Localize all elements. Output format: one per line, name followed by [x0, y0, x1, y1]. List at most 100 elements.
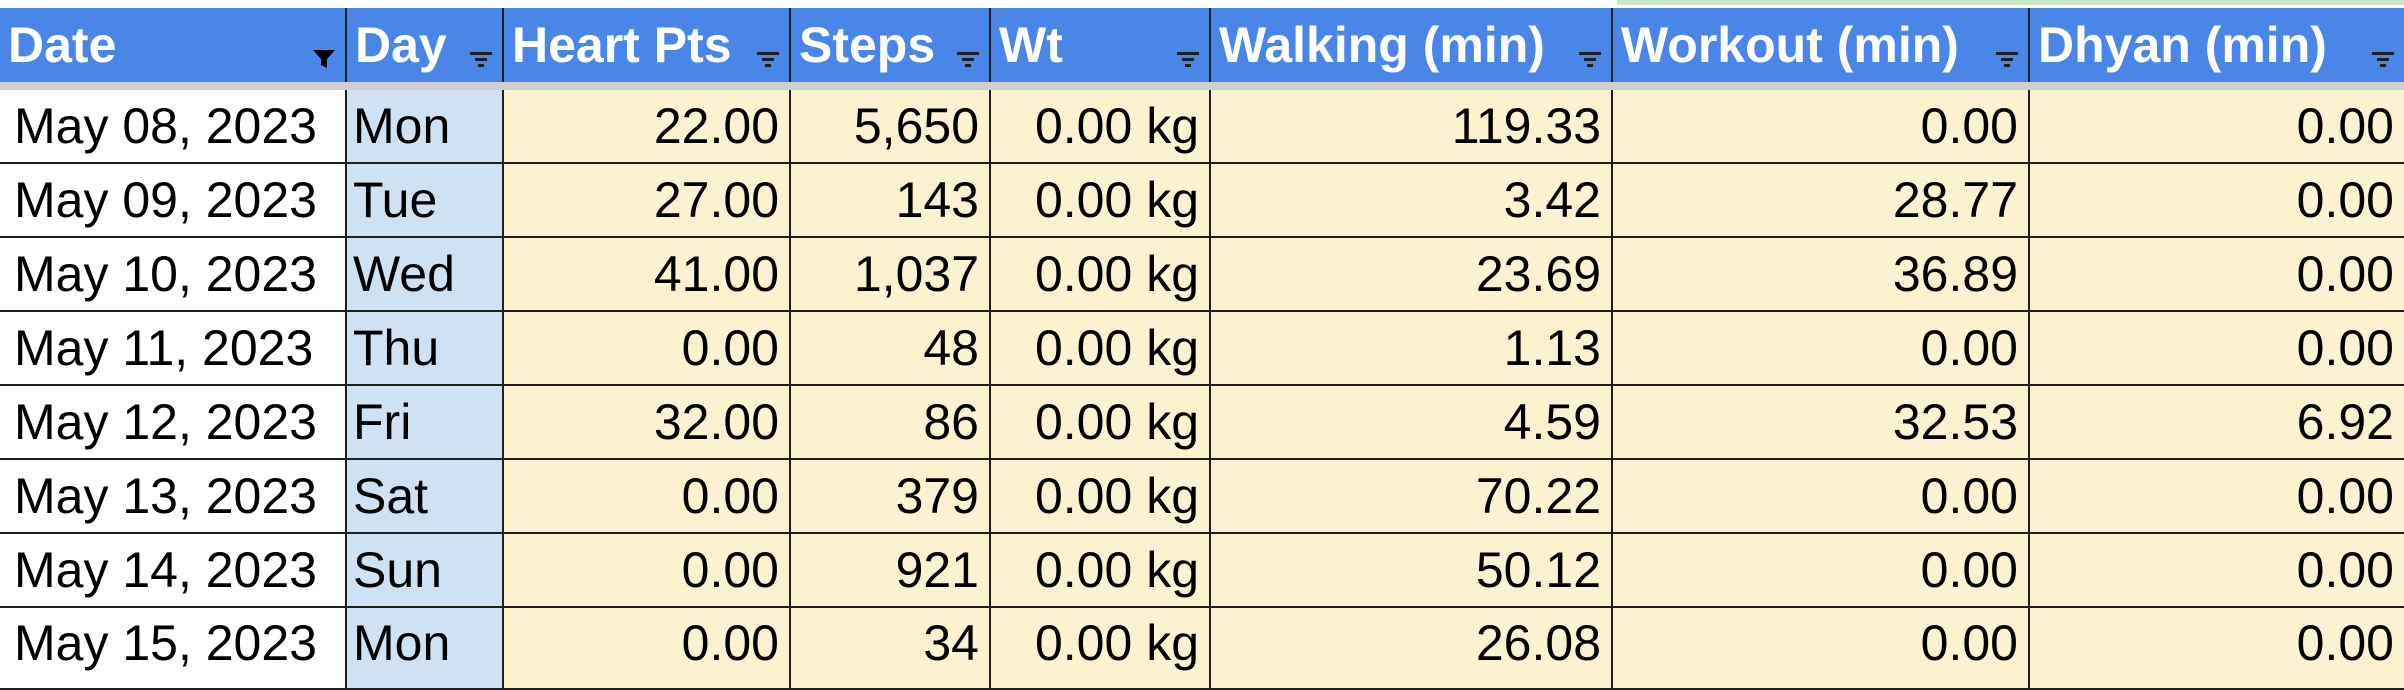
selection-highlight: [1617, 0, 2404, 5]
cell-dhyan[interactable]: 0.00: [2030, 608, 2404, 690]
cell-wt[interactable]: 0.00 kg: [991, 608, 1211, 690]
cell-walking[interactable]: 26.08: [1211, 608, 1613, 690]
cell-heart-pts[interactable]: 0.00: [504, 608, 791, 690]
cell-date[interactable]: May 10, 2023: [0, 238, 347, 312]
cell-wt[interactable]: 0.00 kg: [991, 460, 1211, 534]
cell-date[interactable]: May 09, 2023: [0, 164, 347, 238]
cell-day[interactable]: Sat: [347, 460, 504, 534]
table-row: May 09, 2023 Tue 27.00 143 0.00 kg 3.42 …: [0, 164, 2404, 238]
frozen-row-divider[interactable]: [0, 82, 2404, 90]
column-selection-strip: [0, 0, 2404, 8]
cell-dhyan[interactable]: 0.00: [2030, 534, 2404, 608]
cell-workout[interactable]: 28.77: [1613, 164, 2030, 238]
cell-steps[interactable]: 86: [791, 386, 991, 460]
cell-wt[interactable]: 0.00 kg: [991, 238, 1211, 312]
cell-wt[interactable]: 0.00 kg: [991, 386, 1211, 460]
table-row: May 15, 2023 Mon 0.00 34 0.00 kg 26.08 0…: [0, 608, 2404, 690]
cell-dhyan[interactable]: 0.00: [2030, 90, 2404, 164]
header-wt[interactable]: Wt: [991, 8, 1211, 82]
cell-dhyan[interactable]: 0.00: [2030, 460, 2404, 534]
cell-day[interactable]: Wed: [347, 238, 504, 312]
filter-icon[interactable]: [955, 48, 981, 70]
filter-icon[interactable]: [1175, 48, 1201, 70]
cell-heart-pts[interactable]: 32.00: [504, 386, 791, 460]
cell-walking[interactable]: 70.22: [1211, 460, 1613, 534]
cell-dhyan[interactable]: 0.00: [2030, 238, 2404, 312]
table-row: May 13, 2023 Sat 0.00 379 0.00 kg 70.22 …: [0, 460, 2404, 534]
header-date[interactable]: Date: [0, 8, 347, 82]
cell-workout[interactable]: 32.53: [1613, 386, 2030, 460]
header-dhyan-label: Dhyan (min): [2038, 17, 2327, 73]
cell-steps[interactable]: 34: [791, 608, 991, 690]
table-row: May 11, 2023 Thu 0.00 48 0.00 kg 1.13 0.…: [0, 312, 2404, 386]
header-day[interactable]: Day: [347, 8, 504, 82]
cell-date[interactable]: May 08, 2023: [0, 90, 347, 164]
cell-day[interactable]: Fri: [347, 386, 504, 460]
cell-steps[interactable]: 5,650: [791, 90, 991, 164]
header-steps[interactable]: Steps: [791, 8, 991, 82]
cell-day[interactable]: Mon: [347, 90, 504, 164]
filter-icon[interactable]: [468, 48, 494, 70]
cell-date[interactable]: May 12, 2023: [0, 386, 347, 460]
cell-day[interactable]: Sun: [347, 534, 504, 608]
cell-workout[interactable]: 0.00: [1613, 534, 2030, 608]
filter-icon[interactable]: [1577, 48, 1603, 70]
cell-walking[interactable]: 4.59: [1211, 386, 1613, 460]
header-heart-pts-label: Heart Pts: [512, 17, 732, 73]
filter-active-icon[interactable]: [311, 48, 337, 70]
cell-date[interactable]: May 14, 2023: [0, 534, 347, 608]
header-dhyan[interactable]: Dhyan (min): [2030, 8, 2404, 82]
cell-walking[interactable]: 50.12: [1211, 534, 1613, 608]
cell-heart-pts[interactable]: 27.00: [504, 164, 791, 238]
cell-day[interactable]: Mon: [347, 608, 504, 690]
cell-heart-pts[interactable]: 41.00: [504, 238, 791, 312]
cell-steps[interactable]: 48: [791, 312, 991, 386]
cell-date[interactable]: May 11, 2023: [0, 312, 347, 386]
cell-heart-pts[interactable]: 0.00: [504, 460, 791, 534]
cell-steps[interactable]: 1,037: [791, 238, 991, 312]
header-walking-label: Walking (min): [1219, 17, 1545, 73]
header-day-label: Day: [355, 17, 447, 73]
header-heart-pts[interactable]: Heart Pts: [504, 8, 791, 82]
filter-icon[interactable]: [1994, 48, 2020, 70]
cell-steps[interactable]: 921: [791, 534, 991, 608]
cell-wt[interactable]: 0.00 kg: [991, 164, 1211, 238]
header-walking[interactable]: Walking (min): [1211, 8, 1613, 82]
cell-workout[interactable]: 0.00: [1613, 460, 2030, 534]
cell-steps[interactable]: 379: [791, 460, 991, 534]
cell-day[interactable]: Tue: [347, 164, 504, 238]
cell-workout[interactable]: 36.89: [1613, 238, 2030, 312]
header-workout-label: Workout (min): [1621, 17, 1959, 73]
cell-wt[interactable]: 0.00 kg: [991, 90, 1211, 164]
filter-icon[interactable]: [2370, 48, 2396, 70]
cell-wt[interactable]: 0.00 kg: [991, 534, 1211, 608]
cell-walking[interactable]: 23.69: [1211, 238, 1613, 312]
cell-workout[interactable]: 0.00: [1613, 90, 2030, 164]
cell-dhyan[interactable]: 0.00: [2030, 312, 2404, 386]
cell-heart-pts[interactable]: 0.00: [504, 312, 791, 386]
header-wt-label: Wt: [999, 17, 1063, 73]
filter-icon[interactable]: [755, 48, 781, 70]
cell-walking[interactable]: 119.33: [1211, 90, 1613, 164]
table-row: May 08, 2023 Mon 22.00 5,650 0.00 kg 119…: [0, 90, 2404, 164]
cell-dhyan[interactable]: 6.92: [2030, 386, 2404, 460]
header-row: Date Day Heart Pts Steps Wt: [0, 8, 2404, 82]
cell-walking[interactable]: 1.13: [1211, 312, 1613, 386]
cell-heart-pts[interactable]: 0.00: [504, 534, 791, 608]
cell-wt[interactable]: 0.00 kg: [991, 312, 1211, 386]
cell-date[interactable]: May 13, 2023: [0, 460, 347, 534]
header-steps-label: Steps: [799, 17, 936, 73]
table-row: May 10, 2023 Wed 41.00 1,037 0.00 kg 23.…: [0, 238, 2404, 312]
cell-day[interactable]: Thu: [347, 312, 504, 386]
cell-walking[interactable]: 3.42: [1211, 164, 1613, 238]
cell-workout[interactable]: 0.00: [1613, 608, 2030, 690]
header-date-label: Date: [8, 17, 117, 73]
table-row: May 12, 2023 Fri 32.00 86 0.00 kg 4.59 3…: [0, 386, 2404, 460]
cell-dhyan[interactable]: 0.00: [2030, 164, 2404, 238]
cell-workout[interactable]: 0.00: [1613, 312, 2030, 386]
cell-date[interactable]: May 15, 2023: [0, 608, 347, 690]
cell-steps[interactable]: 143: [791, 164, 991, 238]
cell-heart-pts[interactable]: 22.00: [504, 90, 791, 164]
header-workout[interactable]: Workout (min): [1613, 8, 2030, 82]
